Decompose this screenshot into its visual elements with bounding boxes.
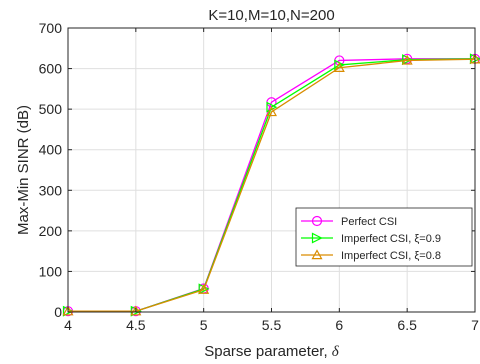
legend: Perfect CSI Imperfect CSI, ξ=0.9 Imperfect… xyxy=(295,207,473,267)
legend-entries: Perfect CSI Imperfect CSI, ξ=0.9 Imperfect… xyxy=(301,215,441,262)
legend-marker xyxy=(311,232,323,244)
data-point xyxy=(402,54,414,66)
data-point xyxy=(62,305,74,316)
x-tick-label: 7 xyxy=(471,317,479,333)
x-tick-label: 4 xyxy=(64,317,72,333)
data-point xyxy=(401,54,413,65)
y-tick-label: 300 xyxy=(39,182,63,198)
y-tick-label: 100 xyxy=(39,263,63,279)
legend-marker xyxy=(311,215,323,227)
y-tick-label: 500 xyxy=(39,101,63,117)
legend-label: Imperfect CSI, ξ=0.8 xyxy=(341,250,441,262)
legend-entry: Imperfect CSI, ξ=0.9 xyxy=(301,232,441,245)
chart-title: K=10,M=10,N=200 xyxy=(208,7,334,24)
y-tick-label: 0 xyxy=(54,304,62,320)
y-tick-label: 700 xyxy=(39,20,63,36)
x-tick-label: 6 xyxy=(335,317,343,333)
x-tick-label: 5 xyxy=(200,317,208,333)
x-tick-label: 4.5 xyxy=(126,317,146,333)
legend-marker xyxy=(311,249,323,260)
legend-label: Imperfect CSI, ξ=0.9 xyxy=(341,233,441,245)
data-point xyxy=(266,101,278,113)
data-point xyxy=(265,106,278,117)
y-axis-label: Max-Min SINR (dB) xyxy=(15,105,32,235)
legend-entry: Perfect CSI xyxy=(301,215,397,228)
data-point xyxy=(130,305,142,316)
legend-label: Perfect CSI xyxy=(341,216,397,228)
legend-box xyxy=(295,207,473,267)
y-tick-label: 200 xyxy=(39,223,63,239)
data-point xyxy=(198,283,210,295)
x-tick-label: 5.5 xyxy=(262,317,282,333)
data-point xyxy=(333,62,345,72)
x-axis-label: Sparse parameter, δ xyxy=(204,343,340,360)
y-tick-label: 400 xyxy=(39,142,63,158)
y-ticks: 0 100 200 300 400 500 600 700 xyxy=(39,20,475,320)
data-point xyxy=(198,283,210,294)
x-axis-label-text: Sparse parameter, xyxy=(204,343,332,360)
x-tick-label: 6.5 xyxy=(397,317,417,333)
x-axis-label-symbol: δ xyxy=(332,344,340,360)
y-tick-label: 600 xyxy=(39,61,63,77)
legend-entry: Imperfect CSI, ξ=0.8 xyxy=(301,249,441,262)
x-ticks: 4 4.5 5 5.5 6 6.5 7 xyxy=(64,28,479,333)
